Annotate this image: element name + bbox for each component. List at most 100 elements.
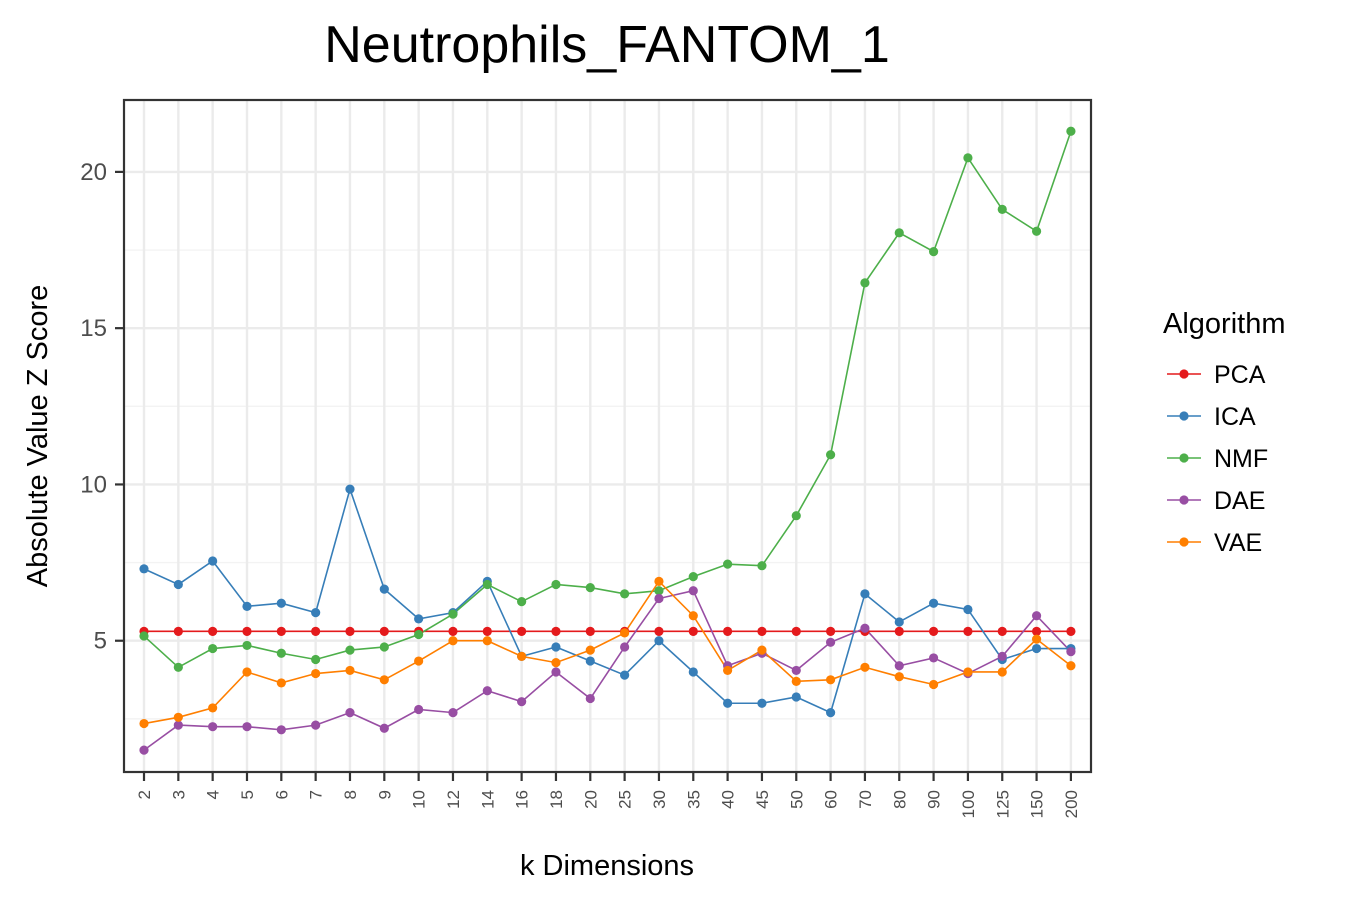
data-point-nmf <box>928 246 939 257</box>
data-point-nmf <box>1031 226 1042 236</box>
data-point-vae <box>654 576 664 586</box>
data-point-ica <box>208 556 218 566</box>
x-tick-label: 100 <box>959 790 978 818</box>
x-axis-title: k Dimensions <box>520 850 694 882</box>
data-point-vae <box>482 636 492 646</box>
data-point-vae <box>448 636 458 646</box>
data-point-vae <box>894 672 904 682</box>
data-point-vae <box>173 712 183 722</box>
data-point-ica <box>688 667 698 677</box>
data-point-nmf <box>860 278 870 288</box>
data-point-dae <box>139 745 149 755</box>
data-point-dae <box>928 653 939 663</box>
series-line-nmf <box>143 131 1072 669</box>
data-point-vae <box>620 628 630 638</box>
x-tick-label: 2 <box>135 790 154 799</box>
data-point-dae <box>208 722 218 732</box>
data-point-vae <box>688 611 698 621</box>
data-point-pca <box>379 626 389 636</box>
data-point-pca <box>551 626 561 636</box>
data-point-pca <box>963 626 973 636</box>
data-point-ica <box>928 598 939 608</box>
data-point-dae <box>311 720 321 730</box>
x-tick-label: 3 <box>169 790 188 799</box>
data-point-pca <box>482 626 492 636</box>
data-point-ica <box>654 636 664 646</box>
data-point-dae <box>345 708 355 718</box>
x-tick-label: 80 <box>890 790 909 809</box>
data-point-dae <box>379 723 389 733</box>
data-point-nmf <box>517 597 527 607</box>
data-point-nmf <box>345 645 355 655</box>
series-line-vae <box>143 580 1072 725</box>
plot-panel-border <box>122 98 1093 774</box>
data-point-vae <box>311 668 321 679</box>
data-point-nmf <box>620 589 630 599</box>
legend: Algorithm PCA ICA NMF DAE VAE <box>1163 308 1286 557</box>
data-point-ica <box>791 692 801 702</box>
data-point-ica <box>173 579 183 590</box>
data-point-pca <box>242 626 252 636</box>
data-point-nmf <box>276 648 286 658</box>
data-point-ica <box>860 589 870 599</box>
data-point-nmf <box>585 582 595 593</box>
data-point-vae <box>139 718 149 729</box>
x-tick-label: 125 <box>993 790 1012 818</box>
x-tick-label: 90 <box>925 790 944 809</box>
data-point-ica <box>826 708 836 718</box>
data-point-nmf <box>757 561 767 571</box>
data-point-nmf <box>242 640 252 651</box>
data-point-vae <box>379 675 389 685</box>
data-point-vae <box>997 667 1007 677</box>
data-point-dae <box>791 665 801 676</box>
series-line-ica <box>143 486 1071 714</box>
x-tick-label: 40 <box>719 790 738 809</box>
data-point-pca <box>585 626 595 636</box>
data-point-nmf <box>723 559 733 569</box>
x-axis: 2 3 4 5 6 7 8 9 10 12 14 16 18 20 25 30 35 40 45 50 60 70 80 90… <box>135 772 1081 818</box>
legend-label-nmf: NMF <box>1214 445 1268 473</box>
data-point-nmf <box>963 153 973 163</box>
x-tick-label: 8 <box>341 790 360 799</box>
data-point-pca <box>208 626 218 636</box>
x-tick-label: 35 <box>684 790 703 809</box>
data-point-pca <box>345 626 355 636</box>
data-point-dae <box>620 642 630 652</box>
x-tick-label: 10 <box>410 790 429 809</box>
data-point-dae <box>860 623 870 633</box>
x-tick-label: 16 <box>513 790 532 809</box>
data-point-vae <box>585 645 595 655</box>
series-lines <box>143 131 1072 751</box>
y-tick-label: 20 <box>80 159 107 186</box>
data-point-dae <box>276 725 286 735</box>
data-point-pca <box>928 626 939 636</box>
x-tick-label: 60 <box>822 790 841 809</box>
data-point-pca <box>276 626 286 636</box>
series-line-dae <box>143 589 1072 751</box>
data-point-ica <box>551 642 561 652</box>
data-point-dae <box>242 722 252 732</box>
data-point-ica <box>414 614 424 624</box>
data-point-dae <box>1031 611 1042 621</box>
data-point-ica <box>379 584 389 594</box>
data-point-pca <box>1066 626 1076 636</box>
x-tick-label: 30 <box>650 790 669 809</box>
data-point-vae <box>242 667 252 677</box>
legend-label-vae: VAE <box>1214 529 1262 557</box>
data-point-vae <box>208 703 218 713</box>
x-tick-label: 18 <box>547 790 566 809</box>
data-point-nmf <box>688 572 698 582</box>
data-point-dae <box>517 697 527 707</box>
data-point-nmf <box>1066 126 1076 136</box>
y-tick-label: 5 <box>94 628 107 655</box>
data-point-vae <box>517 651 527 661</box>
x-tick-label: 6 <box>272 790 291 799</box>
data-point-vae <box>276 678 286 688</box>
data-point-pca <box>791 626 801 636</box>
data-point-nmf <box>311 654 321 665</box>
data-point-nmf <box>482 579 492 590</box>
data-point-dae <box>654 593 664 604</box>
legend-key-point-ica <box>1179 411 1189 421</box>
data-point-vae <box>1031 634 1042 644</box>
